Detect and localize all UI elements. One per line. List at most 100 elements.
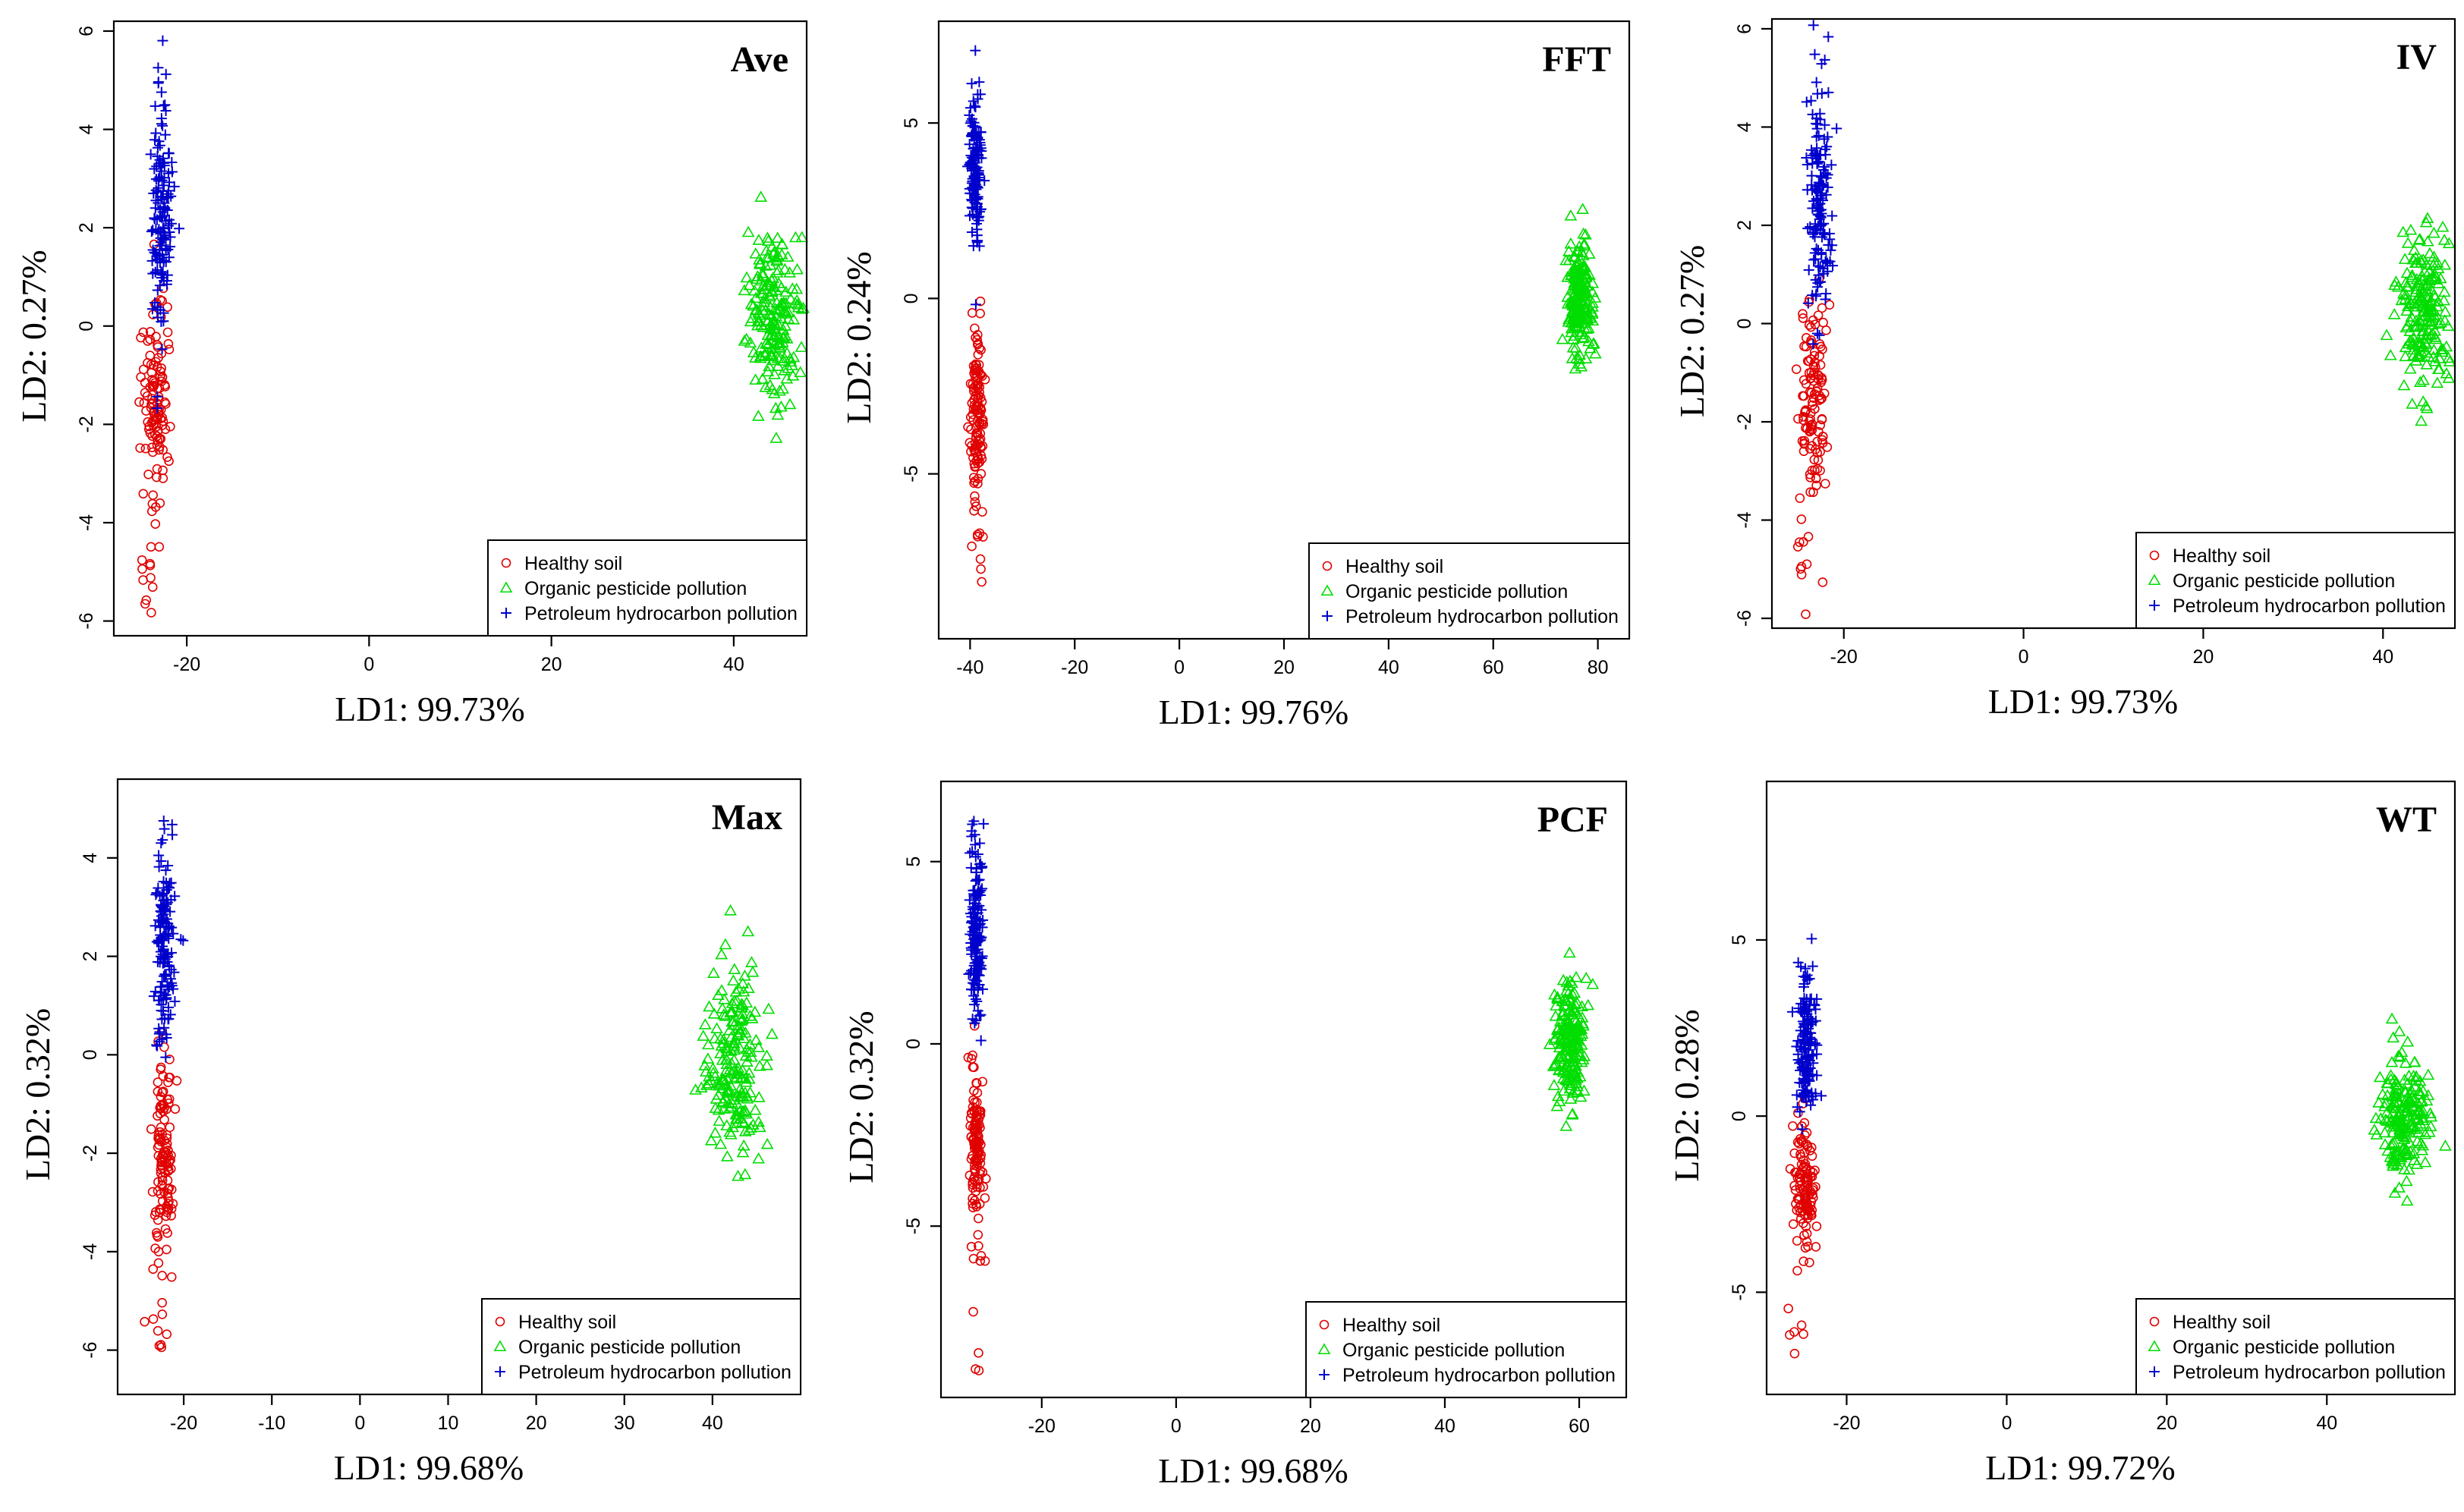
data-point-triangle (723, 1125, 737, 1137)
data-point-plus (1796, 1044, 1808, 1055)
data-point-triangle (2415, 282, 2428, 294)
x-tick-label: 20 (541, 654, 562, 675)
data-point-triangle (748, 1005, 762, 1017)
data-point-plus (1811, 243, 1822, 254)
data-point-triangle (2390, 1112, 2403, 1124)
data-point-plus (156, 86, 167, 98)
data-point-plus (968, 96, 979, 107)
data-point-triangle (1569, 362, 1582, 374)
data-point-circle (156, 1342, 167, 1353)
data-point-triangle (763, 379, 777, 391)
data-point-triangle (2420, 338, 2433, 350)
data-point-plus (970, 839, 981, 850)
data-point-triangle (1562, 946, 1576, 958)
data-point-plus (1801, 152, 1812, 164)
data-point-circle (1799, 1117, 1810, 1128)
data-point-triangle (1573, 265, 1587, 277)
data-point-triangle (1569, 1073, 1583, 1085)
points-iv (1791, 20, 2456, 620)
legend-box (1308, 542, 1630, 640)
data-point-plus (971, 913, 983, 925)
data-point-triangle (2404, 223, 2418, 235)
legend-marker-circle (501, 558, 511, 568)
y-tick-label: -5 (901, 466, 922, 483)
data-point-triangle (2403, 1136, 2416, 1149)
data-point-plus (1825, 244, 1836, 256)
data-point-plus (157, 120, 168, 131)
data-point-triangle (1576, 332, 1590, 344)
legend-marker-triangle (2148, 574, 2161, 586)
data-point-plus (160, 865, 172, 876)
data-point-triangle (720, 1119, 734, 1130)
data-point-triangle (2419, 399, 2433, 411)
x-axis-label: LD1: 99.68% (334, 1448, 524, 1487)
data-point-triangle (1569, 341, 1582, 353)
data-point-circle (1795, 493, 1805, 503)
data-point-plus (974, 77, 985, 88)
data-point-plus (1812, 278, 1824, 289)
data-point-plus (1805, 95, 1817, 106)
data-point-triangle (1562, 245, 1575, 256)
data-point-plus (1806, 933, 1817, 945)
data-point-plus (968, 240, 979, 252)
data-point-triangle (2393, 1050, 2406, 1062)
y-tick-label: 0 (1729, 1111, 1750, 1121)
data-point-plus (145, 149, 156, 160)
data-point-circle (1798, 1329, 1808, 1339)
data-point-circle (150, 1243, 160, 1253)
data-point-circle (153, 1077, 163, 1087)
data-point-triangle (735, 1090, 748, 1102)
data-point-plus (153, 173, 165, 184)
data-point-plus (1818, 228, 1830, 240)
data-point-triangle (759, 345, 773, 357)
data-point-triangle (728, 1043, 741, 1055)
data-point-triangle (2373, 1070, 2387, 1083)
data-point-plus (161, 1032, 172, 1043)
data-point-triangle (2412, 336, 2426, 347)
data-point-triangle (2399, 1084, 2412, 1096)
data-point-plus (159, 1013, 171, 1024)
data-point-circle (967, 1054, 977, 1064)
data-point-triangle (2417, 324, 2431, 336)
data-point-triangle (1580, 271, 1593, 282)
data-point-triangle (748, 1103, 762, 1115)
data-point-triangle (2428, 324, 2442, 336)
data-point-plus (158, 815, 169, 826)
data-point-triangle (2416, 1111, 2430, 1124)
x-tick-label: -20 (1028, 1416, 1056, 1437)
data-point-circle (977, 1167, 988, 1177)
x-tick-label: -40 (956, 657, 983, 678)
data-point-plus (1820, 189, 1832, 200)
data-point-circle (980, 1193, 990, 1203)
data-point-plus (156, 249, 168, 260)
data-point-triangle (1578, 1084, 1591, 1096)
data-point-triangle (753, 1059, 766, 1071)
data-point-triangle (2390, 1090, 2403, 1102)
data-point-triangle (714, 1032, 727, 1044)
x-tick-label: 0 (1174, 657, 1185, 678)
data-point-circle (160, 1224, 171, 1234)
data-point-triangle (759, 381, 773, 392)
data-point-plus (1807, 960, 1818, 972)
data-point-triangle (2390, 1144, 2403, 1156)
data-point-triangle (2400, 304, 2414, 316)
data-point-plus (968, 978, 980, 989)
data-point-triangle (778, 352, 791, 363)
data-point-triangle (724, 904, 737, 916)
data-point-triangle (1569, 1014, 1583, 1026)
data-point-circle (1805, 387, 1815, 398)
data-point-triangle (1551, 991, 1564, 1002)
data-point-triangle (769, 401, 782, 413)
data-point-triangle (749, 373, 762, 385)
y-tick-label: -4 (80, 1243, 101, 1260)
data-point-circle (148, 490, 158, 500)
data-point-triangle (1559, 1073, 1572, 1085)
data-point-plus (972, 935, 983, 947)
data-point-circle (1788, 1121, 1798, 1131)
data-point-plus (1814, 329, 1825, 341)
data-point-plus (1809, 49, 1820, 60)
data-point-triangle (1576, 203, 1589, 214)
data-point-triangle (2392, 1049, 2405, 1061)
data-point-circle (971, 1078, 982, 1089)
data-point-triangle (2370, 1128, 2384, 1140)
